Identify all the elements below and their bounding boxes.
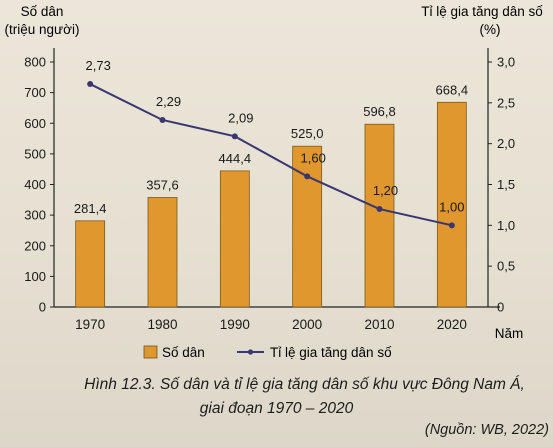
x-tick-label: 1970 [75, 317, 105, 332]
growth-rate-point [448, 222, 455, 229]
left-tick-label: 400 [24, 177, 46, 192]
legend-bar-swatch [143, 345, 158, 359]
left-tick-label: 300 [24, 208, 46, 223]
figure-caption: Hình 12.3. Số dân và tỉ lệ gia tăng dân … [84, 376, 525, 393]
left-tick-label: 800 [24, 55, 46, 70]
growth-rate-label: 2,73 [86, 58, 111, 73]
growth-rate-label: 1,20 [373, 183, 398, 198]
population-bar [147, 197, 178, 308]
growth-rate-label: 1,00 [439, 199, 464, 214]
growth-rate-line [89, 83, 453, 227]
x-tick-label: 1980 [147, 317, 177, 332]
population-bar-label: 525,0 [291, 126, 324, 141]
growth-rate-point [87, 81, 94, 88]
left-tick-label: 500 [24, 146, 46, 161]
left-axis-unit: (triệu người) [5, 22, 80, 37]
x-tick-label: 2020 [437, 317, 467, 332]
left-tick-label: 0 [39, 300, 46, 315]
right-axis-unit: (%) [480, 22, 501, 37]
x-tick-label: 1990 [220, 317, 250, 332]
growth-rate-point [376, 206, 383, 212]
right-tick-label: 0 [497, 300, 504, 315]
left-tick-label: 200 [24, 238, 46, 253]
left-tick-label: 700 [24, 85, 46, 100]
right-tick-label: 1,0 [497, 218, 515, 233]
population-bar [436, 101, 467, 308]
growth-rate-point [231, 133, 238, 140]
x-tick-label: 2000 [292, 317, 322, 332]
population-bar-label: 668,4 [436, 82, 469, 97]
legend-line-marker [247, 349, 254, 355]
population-bar [75, 220, 106, 308]
legend-bar-label: Số dân [162, 345, 205, 360]
growth-rate-label: 2,29 [156, 94, 181, 109]
growth-rate-label: 1,60 [301, 150, 326, 165]
population-bar-label: 357,6 [146, 177, 179, 192]
x-tick-label: 2010 [364, 317, 394, 332]
population-bar [364, 123, 395, 308]
left-tick-label: 100 [24, 269, 46, 284]
chart-legend: Số dân Tỉ lệ gia tăng dân số [143, 345, 392, 360]
growth-rate-point [159, 116, 166, 123]
population-bar [219, 170, 250, 308]
bar-series: 281,4 357,6 444,4 525,0 596,8 668,4 [74, 82, 469, 308]
figure-source: (Nguồn: WB, 2022) [424, 422, 549, 438]
growth-rate-point [304, 173, 311, 180]
right-tick-label: 3,0 [497, 55, 515, 70]
right-axis-title: Tỉ lệ gia tăng dân số [421, 4, 543, 19]
left-tick-label: 600 [24, 116, 46, 131]
growth-rate-label: 2,09 [228, 110, 253, 125]
chart-texts: Số dân (triệu người) Tỉ lệ gia tăng dân … [5, 4, 544, 341]
line-series: 2,73 2,29 2,09 1,60 1,20 1,00 [86, 58, 464, 229]
right-tick-label: 0,5 [497, 259, 515, 274]
population-bar-label: 596,8 [363, 104, 396, 119]
right-tick-label: 2,5 [497, 95, 515, 110]
x-axis-title: Năm [495, 326, 524, 341]
population-bar-label: 281,4 [74, 201, 107, 216]
population-bar [292, 145, 323, 308]
right-tick-label: 1,5 [497, 177, 515, 192]
population-chart: 0 100 200 300 400 500 600 700 800 0 0,5 1,0 1,5 2,0 2,… [5, 4, 544, 360]
right-tick-label: 2,0 [497, 136, 515, 151]
figure-caption-period: giai đoạn 1970 – 2020 [199, 400, 354, 417]
legend-line-label: Tỉ lệ gia tăng dân số [270, 345, 392, 360]
left-axis-title: Số dân [21, 4, 64, 19]
chart-axes: 0 100 200 300 400 500 600 700 800 0 0,5 1,0 1,5 2,0 2,… [24, 48, 515, 332]
population-bar-label: 444,4 [219, 151, 252, 166]
